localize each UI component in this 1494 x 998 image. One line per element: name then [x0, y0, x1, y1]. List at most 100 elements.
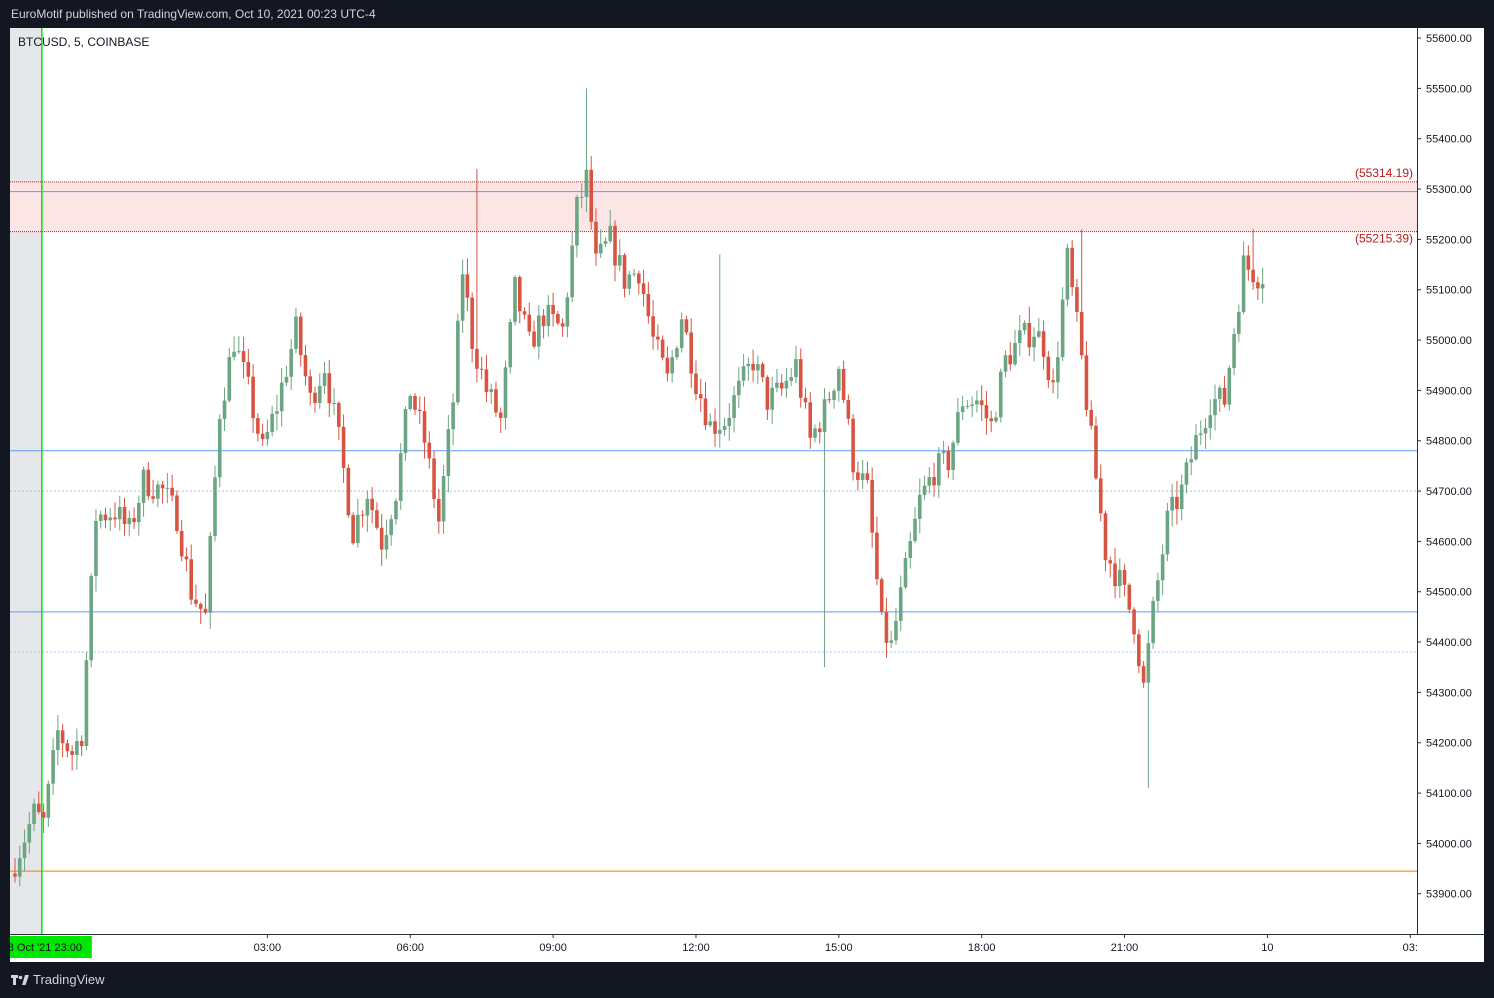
candle-body [913, 518, 917, 542]
candle-body [498, 412, 503, 418]
candle-body [1013, 343, 1017, 365]
candle-body [346, 467, 351, 516]
candle-body [494, 389, 498, 413]
candle-body [227, 357, 232, 401]
candle-body [503, 367, 508, 418]
candle-body [917, 494, 922, 519]
candle-body [537, 315, 541, 347]
candle-body [1084, 355, 1089, 410]
candle-body [1217, 387, 1222, 400]
candle-body [608, 225, 613, 242]
candle-body [60, 730, 65, 744]
candle-body [51, 750, 55, 784]
zone-bottom-label: (55215.39) [1355, 232, 1413, 246]
candle-body [1127, 584, 1132, 610]
y-tick-label: 54000.00 [1426, 838, 1472, 850]
candlestick-chart[interactable]: 55600.00 55500.00 55400.00 55300.00 55200.00… [10, 28, 1484, 962]
candle-body [1246, 255, 1251, 270]
candle-body [970, 404, 974, 406]
candle-body [737, 380, 741, 396]
candle-body [579, 196, 584, 198]
candle-body [975, 400, 979, 405]
candle-body [317, 385, 322, 404]
candle-body [1075, 287, 1079, 312]
candle-body [1170, 496, 1174, 511]
candle-body [122, 506, 127, 525]
candle-body [1032, 336, 1036, 348]
candle-body [298, 316, 303, 356]
candle-body [884, 612, 889, 643]
candle-body [65, 743, 70, 752]
x-tick-label: 21:00 [1111, 942, 1139, 954]
brand[interactable]: TradingView [11, 972, 105, 987]
candle-body [351, 515, 355, 544]
candle-body [165, 487, 170, 489]
candle-body [437, 499, 441, 522]
candle-body [1103, 513, 1108, 561]
candle-body [770, 387, 774, 410]
candle-body [1198, 433, 1203, 435]
candle-body [841, 368, 846, 401]
candle-body [75, 741, 79, 755]
candle-body [798, 359, 803, 398]
candle-body [1256, 282, 1260, 289]
candle-body [94, 520, 98, 577]
candle-body [603, 241, 608, 244]
candle-body [84, 660, 89, 746]
candle-body [117, 506, 122, 520]
resistance-zone [10, 181, 1417, 232]
candle-body [1160, 554, 1165, 581]
candle-body [208, 536, 213, 613]
x-tick-label: 15:00 [825, 942, 853, 954]
candle-body [451, 402, 455, 430]
candle-body [546, 304, 551, 327]
candle-body [313, 392, 317, 404]
candle-body [903, 557, 908, 588]
candle-body [1060, 299, 1065, 358]
candle-body [1189, 459, 1194, 463]
candle-body [698, 394, 703, 399]
candle-body [889, 640, 894, 643]
candle-body [822, 399, 827, 433]
candle-body [613, 225, 617, 266]
candle-body [17, 858, 22, 877]
candle-body [817, 428, 822, 433]
pre-session-shade [10, 28, 42, 934]
candle-body [1227, 367, 1232, 405]
candle-body [203, 608, 208, 613]
candle-body [675, 348, 679, 358]
candle-body [470, 297, 474, 349]
candle-body [965, 405, 970, 407]
candle-body [956, 412, 960, 443]
candle-body [789, 377, 794, 381]
candle-body [527, 314, 532, 332]
candle-body [70, 751, 74, 755]
candle-body [570, 245, 574, 298]
candle-body [365, 498, 370, 516]
candle-body [1260, 284, 1265, 289]
tradingview-logo-icon [11, 974, 29, 986]
candle-body [1022, 323, 1027, 331]
y-tick-label: 55400.00 [1426, 134, 1472, 146]
candle-body [213, 477, 217, 537]
candle-body [617, 255, 622, 266]
candle-body [456, 320, 460, 403]
candle-body [1065, 247, 1070, 300]
candle-body [1108, 560, 1113, 564]
chart-area[interactable]: 55600.00 55500.00 55400.00 55300.00 55200.00… [10, 28, 1484, 962]
candle-body [784, 380, 789, 389]
candle-body [113, 517, 117, 520]
y-tick-label: 54400.00 [1426, 637, 1472, 649]
y-tick-label: 55500.00 [1426, 83, 1472, 95]
candle-body [1017, 330, 1022, 344]
candle-body [708, 421, 713, 426]
price-axis [1417, 28, 1484, 962]
candle-body [56, 730, 60, 751]
candle-body [1194, 434, 1198, 460]
candle-body [637, 273, 641, 284]
candle-body [489, 389, 493, 393]
candle-body [375, 510, 379, 528]
candle-body [379, 527, 384, 550]
candle-body [732, 395, 736, 418]
candle-body [89, 576, 93, 661]
